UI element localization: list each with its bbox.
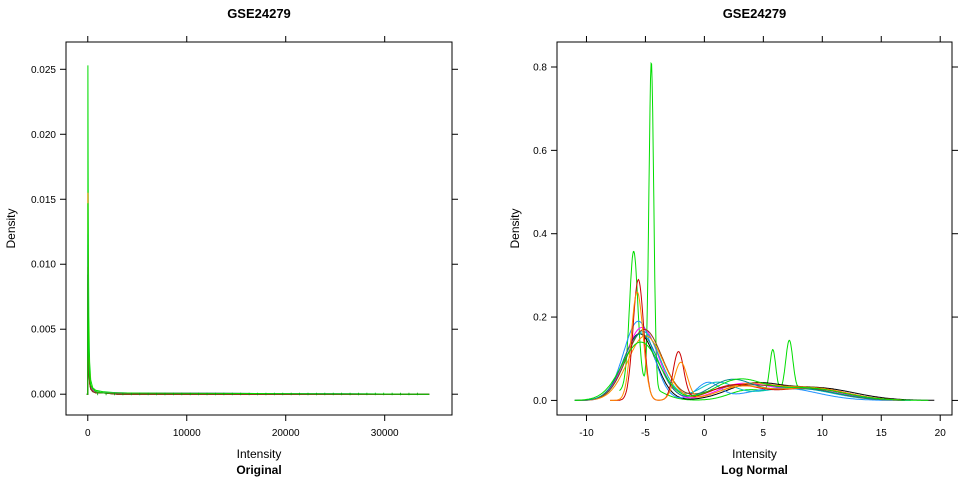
- original-density-panel: GSE24279 0 10000 20000 30000 0.000 0.005 0.010 0…: [4, 6, 458, 477]
- density-curve-9: [610, 291, 905, 401]
- x-tick-label: -10: [579, 428, 594, 439]
- y-tick-label: 0.0: [533, 396, 547, 407]
- x-tick-label: -5: [641, 428, 650, 439]
- x-tick-label: 5: [761, 428, 767, 439]
- density-curve-1: [86, 192, 430, 395]
- x-axis-label: Intensity: [732, 447, 777, 461]
- series-group: [574, 61, 935, 401]
- y-tick-label: 0.015: [31, 195, 56, 206]
- y-axis-label: Density: [4, 208, 18, 248]
- y-tick-label: 0.4: [533, 229, 547, 240]
- density-curve-2: [574, 320, 911, 401]
- density-curve-0: [86, 65, 430, 395]
- x-tick-label: 15: [876, 428, 888, 439]
- chart-title: GSE24279: [723, 6, 787, 21]
- density-curve-7: [86, 283, 430, 395]
- density-curve-6: [86, 274, 430, 395]
- y-tick-label: 0.005: [31, 325, 56, 336]
- density-curve-4: [86, 255, 430, 395]
- density-curve-1: [574, 333, 935, 401]
- density-curve-2: [86, 234, 430, 395]
- y-tick-label: 0.020: [31, 130, 56, 141]
- x-tick-label: 10000: [173, 428, 201, 439]
- density-curve-0: [619, 61, 888, 401]
- log-normal-density-panel: GSE24279 -10 -5 0 5 10 15 20 0.0 0.2 0.4 0.6 0.8 Inte…: [508, 6, 958, 477]
- y-axis-label: Density: [508, 208, 522, 248]
- panel-subtitle: Original: [236, 463, 281, 477]
- x-tick-label: 10: [817, 428, 829, 439]
- panel-subtitle: Log Normal: [721, 463, 788, 477]
- x-tick-label: 20000: [272, 428, 300, 439]
- density-curve-8: [86, 203, 430, 395]
- y-tick-label: 0.000: [31, 390, 56, 401]
- x-tick-label: 30000: [371, 428, 399, 439]
- plot-frame: [65, 41, 453, 416]
- y-tick-label: 0.8: [533, 63, 547, 74]
- density-curve-10: [574, 341, 929, 401]
- y-tick-label: 0.025: [31, 65, 56, 76]
- plot-frame: [556, 41, 953, 416]
- x-tick-label: 0: [85, 428, 91, 439]
- y-tick-label: 0.2: [533, 313, 547, 324]
- x-tick-label: 0: [702, 428, 708, 439]
- density-curve-3: [574, 327, 905, 401]
- chart-title: GSE24279: [227, 6, 291, 21]
- density-curve-3: [86, 244, 430, 395]
- series-group: [86, 65, 430, 396]
- x-tick-label: 20: [935, 428, 947, 439]
- y-tick-label: 0.010: [31, 260, 56, 271]
- x-axis-label: Intensity: [237, 447, 282, 461]
- y-tick-label: 0.6: [533, 146, 547, 157]
- density-curve-5: [86, 266, 430, 395]
